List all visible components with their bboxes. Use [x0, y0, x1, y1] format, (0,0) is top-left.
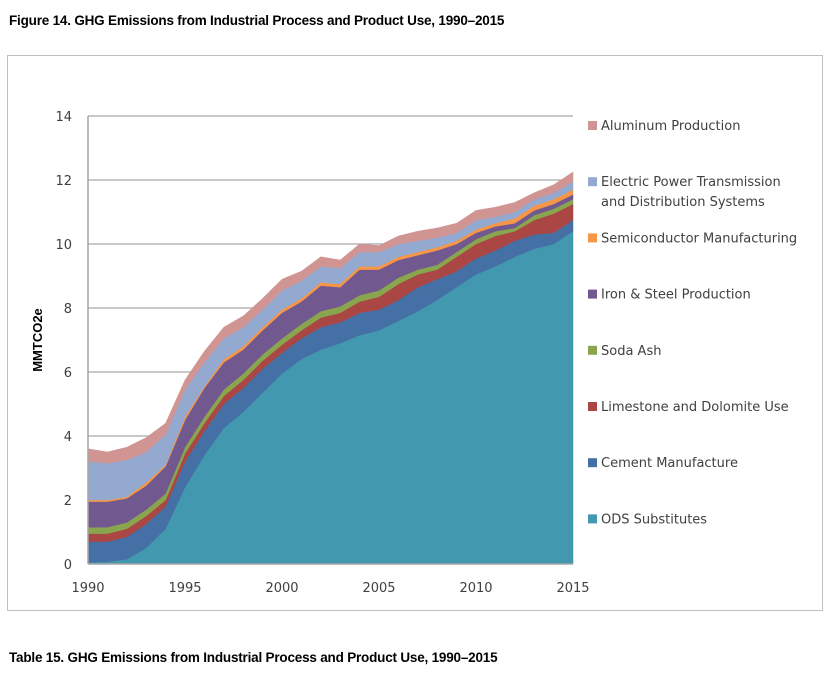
legend-item-electric-power-transmission-and-distribution-systems: Electric Power Transmission and Distribut… — [588, 175, 781, 210]
y-tick-labels: 0 2 4 6 8 10 12 14 — [55, 110, 72, 573]
y-tick-label: 10 — [55, 238, 72, 253]
x-tick-label: 2000 — [265, 581, 298, 596]
legend-swatch — [588, 458, 597, 468]
legend-item-limestone-and-dolomite-use: Limestone and Dolomite Use — [588, 400, 789, 415]
table-title: Table 15. GHG Emissions from Industrial … — [9, 650, 498, 665]
legend-label: Electric Power Transmission — [601, 175, 781, 190]
figure-title: Figure 14. GHG Emissions from Industrial… — [9, 13, 505, 28]
legend-label: Limestone and Dolomite Use — [601, 400, 789, 415]
axes — [87, 116, 573, 565]
x-tick-label: 2015 — [556, 581, 589, 596]
legend-label: Cement Manufacture — [601, 456, 738, 471]
legend-item-ods-substitutes: ODS Substitutes — [588, 512, 707, 527]
legend-swatch — [588, 233, 597, 243]
legend-item-semiconductor-manufacturing: Semiconductor Manufacturing — [588, 231, 797, 246]
y-tick-label: 14 — [55, 110, 72, 125]
legend-label: Aluminum Production — [601, 119, 740, 134]
legend-item-aluminum-production: Aluminum Production — [588, 119, 740, 134]
legend-label: Soda Ash — [601, 344, 661, 359]
legend-item-soda-ash: Soda Ash — [588, 344, 661, 359]
legend-swatch — [588, 289, 597, 299]
legend: Aluminum Production Electric Power Transm… — [588, 119, 797, 527]
legend-swatch — [588, 177, 597, 187]
legend-swatch — [588, 514, 597, 524]
x-tick-label: 1995 — [168, 581, 201, 596]
y-tick-label: 4 — [64, 430, 72, 445]
x-tick-label: 2005 — [362, 581, 395, 596]
y-tick-label: 12 — [55, 174, 72, 189]
legend-swatch — [588, 402, 597, 411]
x-tick-label: 1990 — [71, 581, 104, 596]
legend-label: Iron & Steel Production — [601, 288, 751, 303]
x-tick-labels: 1990 1995 2000 2005 2010 2015 — [71, 581, 589, 596]
area-series — [87, 171, 574, 565]
legend-label: Semiconductor Manufacturing — [601, 231, 797, 246]
legend-item-cement-manufacture: Cement Manufacture — [588, 456, 738, 471]
legend-swatch — [588, 121, 597, 130]
y-tick-label: 0 — [64, 558, 72, 573]
y-tick-label: 2 — [64, 494, 72, 509]
legend-label: ODS Substitutes — [601, 512, 707, 527]
x-tick-label: 2010 — [459, 581, 492, 596]
area-aluminum-production — [87, 171, 574, 464]
y-axis-label: MMTCO2e — [30, 308, 45, 372]
legend-swatch — [588, 345, 597, 355]
y-tick-label: 6 — [64, 366, 72, 381]
legend-label: and Distribution Systems — [601, 195, 765, 210]
y-tick-label: 8 — [64, 302, 72, 317]
legend-item-iron-steel-production: Iron & Steel Production — [588, 288, 751, 303]
